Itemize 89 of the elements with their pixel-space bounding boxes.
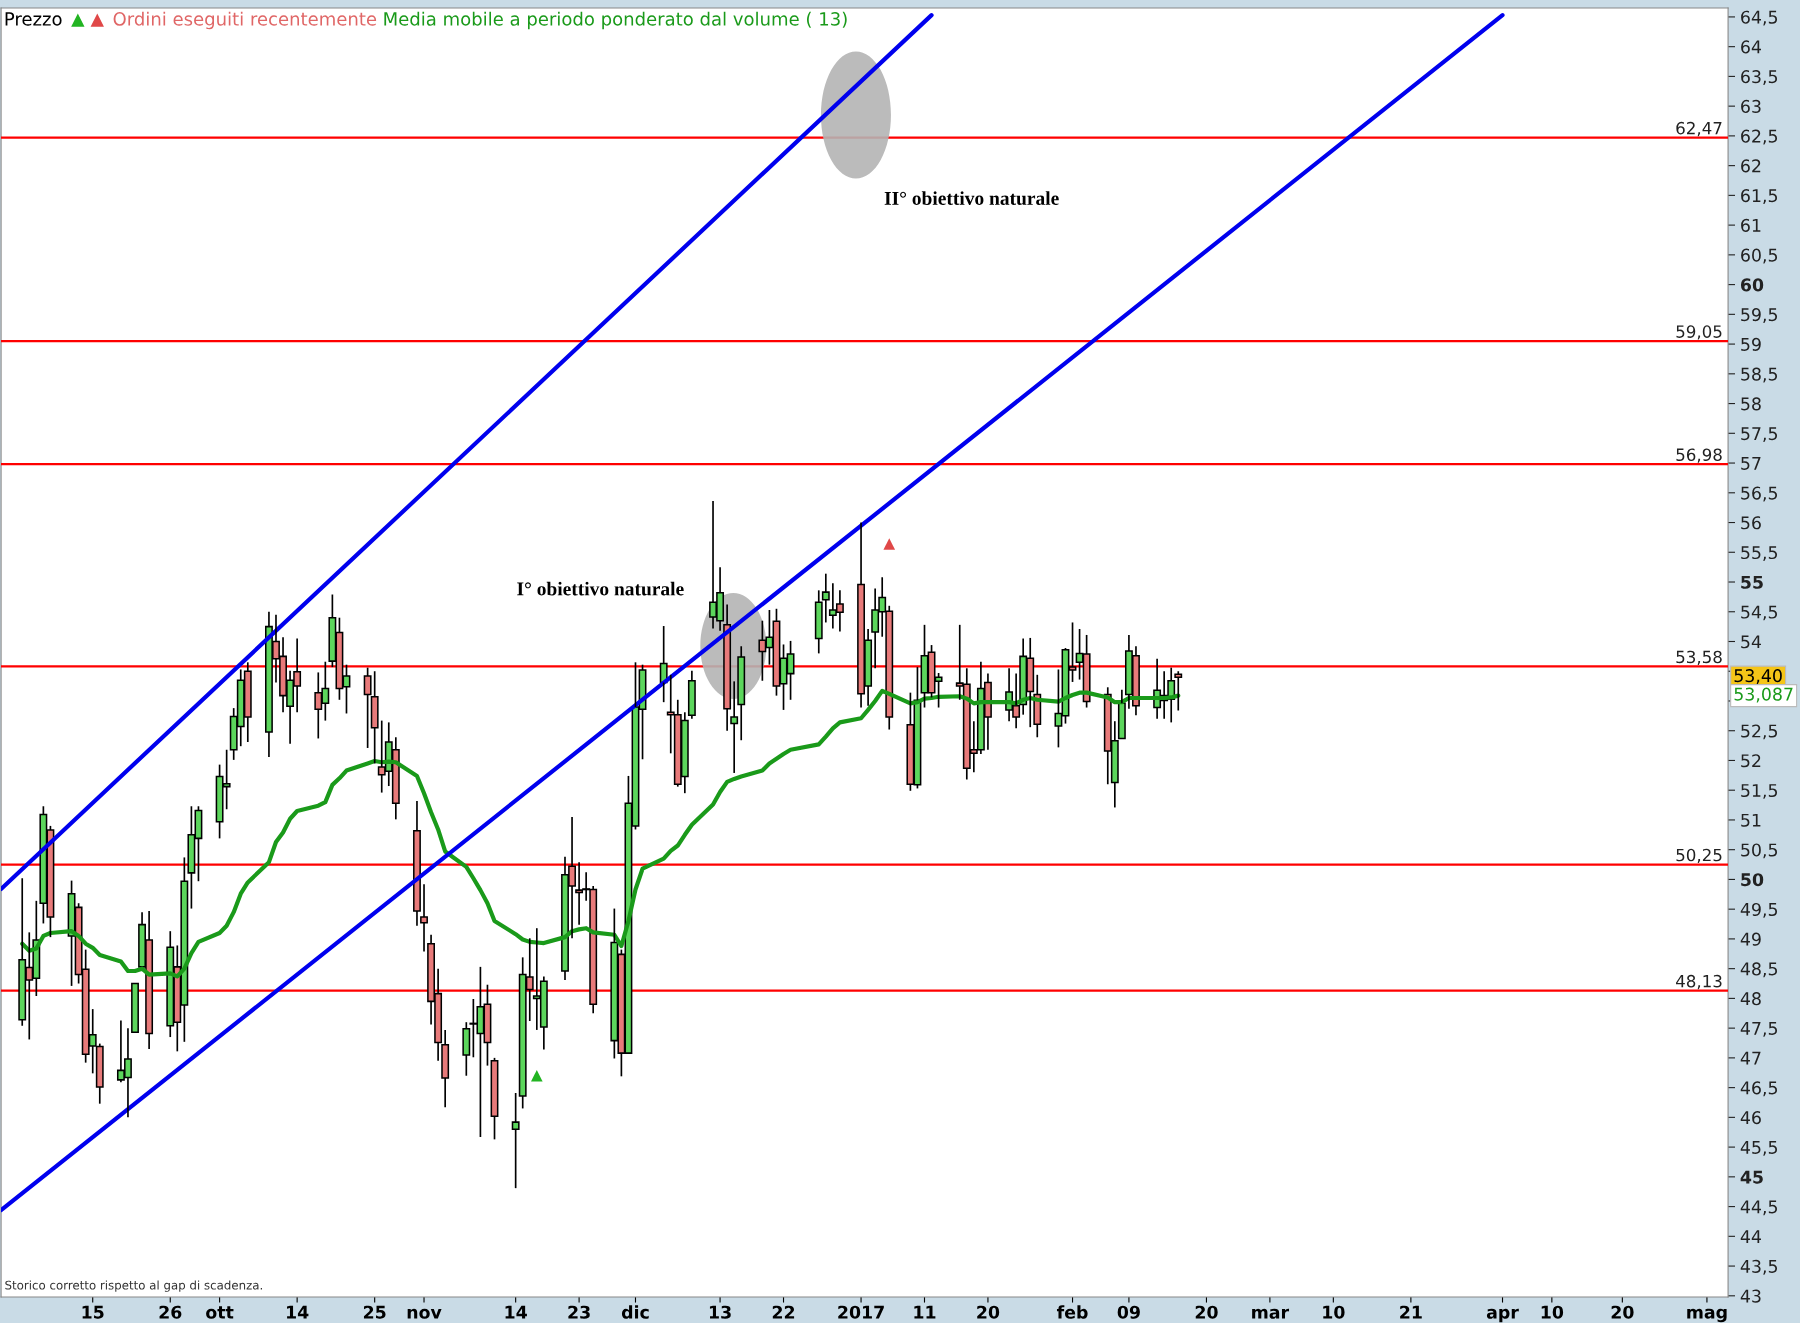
candlestick [1174,670,1183,712]
x-tick-label: 11 [914,1305,936,1319]
ref-line-label: 56,98 [1676,448,1722,463]
candlestick [420,883,428,953]
y-tick-label: 55 [1741,575,1763,589]
y-tick-label: 52,5 [1741,724,1778,740]
x-tick-label: apr [1486,1308,1519,1323]
x-tick-label: mag [1687,1308,1727,1323]
candlestick [723,603,732,732]
y-tick-label: 51,5 [1741,784,1778,799]
text: Media mobile a periodo ponderato dal volume ( 13) [384,11,847,30]
y-tick-label: 46 [1740,1111,1761,1125]
y-tick-label: 44,5 [1740,1200,1778,1216]
y-tick-label: 61,5 [1741,189,1778,204]
x-tick-label: ott [206,1306,234,1319]
y-tick-label: 58,5 [1741,367,1778,383]
ref-line-label: 48,13 [1676,974,1722,990]
x-tick-label: 14 [287,1305,309,1319]
x-tick-label: 10 [1541,1305,1564,1319]
ref-line-label: 53,58 [1676,650,1722,665]
candlestick [413,800,421,927]
y-tick-label: 57 [1741,456,1761,470]
x-tick-label: 22 [772,1305,795,1319]
y-tick-label: 52 [1741,754,1761,768]
text: Prezzo [5,12,62,26]
x-tick-label: 20 [977,1305,1000,1319]
x-tick-label: 26 [159,1305,182,1319]
text: 53,087 [1734,687,1793,703]
x-tick-label: 14 [505,1305,527,1319]
candlestick [687,669,696,720]
y-tick-label: 59,5 [1741,308,1778,323]
y-tick-label: 44 [1740,1230,1761,1243]
y-tick-label: 55,5 [1741,546,1778,561]
y-tick-label: 60,5 [1741,248,1778,264]
y-tick-label: 64 [1741,40,1761,54]
y-tick-label: 54,5 [1741,605,1778,621]
annotation: II° obiettivo naturale [884,191,1059,205]
y-tick-label: 60 [1740,278,1764,292]
annotation: I° obiettivo naturale [517,581,684,596]
y-tick-label: 54 [1741,635,1761,649]
ref-line-label: 59,05 [1676,325,1722,340]
y-tick-label: 49,5 [1740,902,1778,918]
y-tick-label: 43 [1740,1289,1761,1303]
y-tick-label: 49 [1740,932,1761,946]
y-tick-label: 56,5 [1741,486,1778,502]
y-tick-label: 48,5 [1740,962,1778,978]
y-tick-label: 45 [1740,1170,1763,1184]
x-tick-label: 23 [568,1305,590,1319]
candlestick [737,645,746,742]
legend-label: Ordini eseguiti recentemente [113,11,377,30]
y-tick-label: 59 [1741,337,1761,351]
y-tick-label: 56 [1741,516,1761,530]
y-tick-label: 61 [1741,218,1761,232]
candlestick [511,1092,520,1189]
x-tick-label: dic [621,1305,649,1319]
x-tick-label: 20 [1611,1305,1634,1319]
x-tick-label: mar [1252,1308,1290,1319]
x-tick-label: 10 [1323,1305,1345,1319]
x-tick-label: 25 [363,1305,386,1319]
x-tick-label: 15 [82,1305,104,1319]
y-tick-label: 43,5 [1740,1259,1778,1275]
candlestick [730,680,739,774]
y-tick-label: 57,5 [1741,427,1778,442]
x-tick-label: nov [407,1308,442,1319]
x-tick-label: 13 [709,1305,731,1319]
y-tick-label: 62 [1741,159,1761,173]
x-tick-label: 20 [1195,1305,1218,1319]
x-tick-label: 09 [1117,1305,1140,1319]
y-tick-label: 62,5 [1741,129,1778,145]
ref-line-label: 62,47 [1676,121,1722,137]
y-tick-label: 63 [1741,99,1761,113]
candlestick [462,1021,471,1077]
y-tick-label: 46,5 [1740,1081,1778,1097]
y-tick-label: 58 [1741,397,1761,411]
y-tick-label: 51 [1741,813,1761,827]
y-tick-label: 50 [1741,873,1764,887]
text: 53,40 [1734,669,1782,684]
x-tick-label: feb [1056,1305,1088,1319]
ref-line-label: 50,25 [1676,848,1722,864]
y-tick-label: 45,5 [1740,1141,1778,1156]
y-tick-label: 47 [1740,1051,1761,1065]
y-tick-label: 47,5 [1740,1022,1778,1037]
y-tick-label: 63,5 [1741,70,1778,86]
y-tick-label: 50,5 [1741,843,1778,859]
y-tick-label: 64,5 [1741,10,1778,26]
x-tick-label: 21 [1400,1305,1422,1319]
y-tick-label: 48 [1740,992,1761,1006]
x-tick-label: 2017 [838,1305,884,1319]
annotation: Storico corretto rispetto al gap di scadenza. [5,1280,262,1292]
